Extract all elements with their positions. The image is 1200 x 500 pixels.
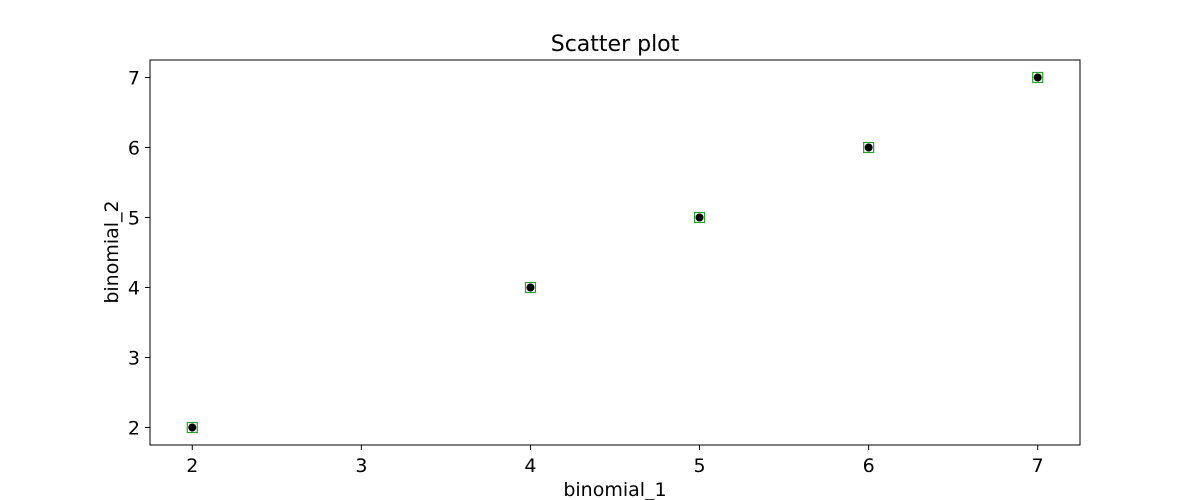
x-tick-label: 4 [524, 455, 536, 477]
y-tick-label: 4 [128, 278, 140, 300]
y-tick-label: 6 [128, 138, 140, 160]
y-tick-label: 3 [128, 348, 140, 370]
x-tick-label: 5 [693, 455, 705, 477]
data-points [186, 71, 1044, 434]
scatter-point [524, 281, 537, 294]
x-tick-label: 3 [355, 455, 367, 477]
scatter-point [186, 421, 198, 434]
x-axis-label: binomial_1 [563, 479, 666, 500]
scatter-point [1032, 71, 1044, 84]
point-outline [186, 421, 198, 434]
point-outline [863, 141, 875, 154]
y-axis: 2 3 4 5 6 7 [128, 68, 150, 440]
point-outline [693, 211, 706, 224]
point-outline [1032, 71, 1044, 84]
plot-area [149, 59, 1081, 446]
scatter-point [693, 211, 706, 224]
chart-title: Scatter plot [551, 32, 680, 57]
point-marker [695, 213, 704, 222]
y-tick-label: 5 [128, 208, 140, 230]
scatter-point [863, 141, 875, 154]
point-marker [188, 423, 197, 432]
y-tick-label: 7 [128, 68, 140, 90]
point-marker [864, 143, 873, 152]
x-axis: 2 3 4 5 6 7 [186, 445, 1044, 477]
x-tick-label: 2 [186, 455, 198, 477]
y-tick-label: 2 [128, 418, 140, 440]
point-marker [1033, 73, 1042, 82]
point-outline [524, 281, 537, 294]
y-axis-label: binomial_2 [101, 200, 123, 303]
x-tick-label: 7 [1032, 455, 1044, 477]
x-tick-label: 6 [863, 455, 875, 477]
point-marker [526, 283, 535, 292]
